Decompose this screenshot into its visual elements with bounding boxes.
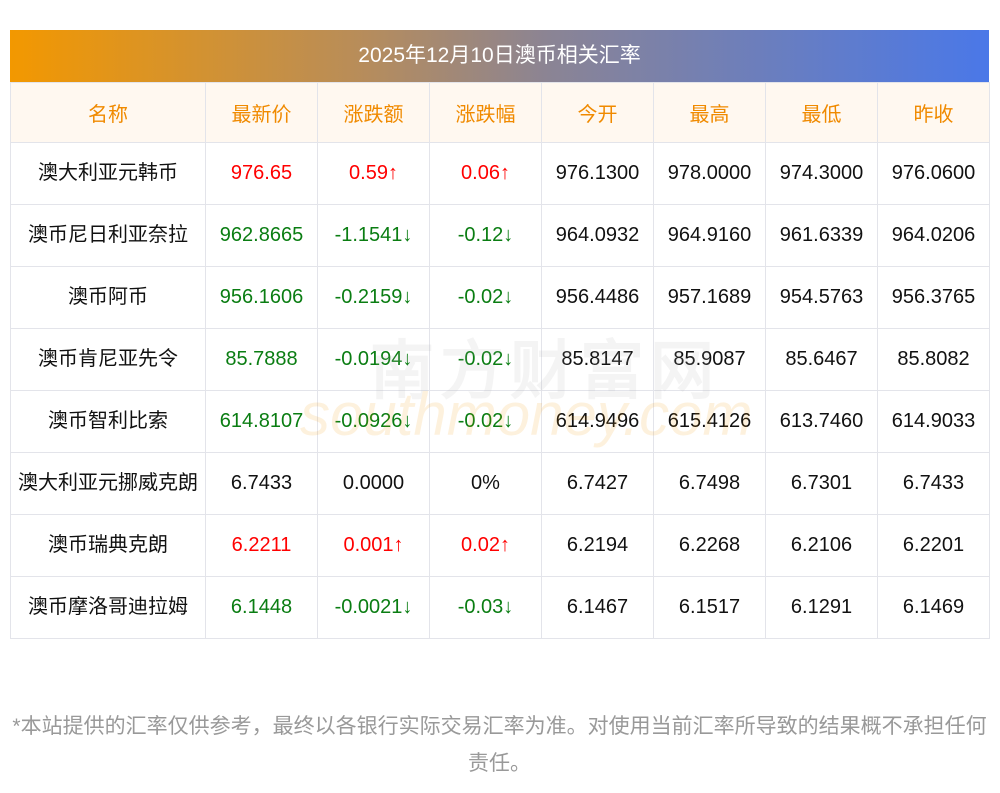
change-amount: -0.0021↓ <box>317 576 430 639</box>
low-price: 85.6467 <box>765 328 878 391</box>
prev-close: 6.2201 <box>877 514 990 577</box>
table-row: 澳币摩洛哥迪拉姆 6.1448 -0.0021↓ -0.03↓ 6.1467 6.1517… <box>10 576 990 639</box>
change-percent: 0.02↑ <box>429 514 542 577</box>
low-price: 613.7460 <box>765 390 878 453</box>
table-row: 澳币阿币 956.1606 -0.2159↓ -0.02↓ 956.4486 957.16… <box>10 266 990 329</box>
open-price: 6.7427 <box>541 452 654 515</box>
table-row: 澳大利亚元韩币 976.65 0.59↑ 0.06↑ 976.1300 978.0000 9… <box>10 142 990 205</box>
latest-price: 962.8665 <box>205 204 318 267</box>
table-row: 澳币肯尼亚先令 85.7888 -0.0194↓ -0.02↓ 85.8147 85.90… <box>10 328 990 391</box>
change-amount: -0.0194↓ <box>317 328 430 391</box>
high-price: 964.9160 <box>653 204 766 267</box>
table-header-row: 名称 最新价 涨跌额 涨跌幅 今开 最高 最低 昨收 <box>10 82 990 143</box>
currency-pair-name: 澳大利亚元挪威克朗 <box>10 452 206 515</box>
high-price: 6.1517 <box>653 576 766 639</box>
change-amount: -0.2159↓ <box>317 266 430 329</box>
header-prev-close: 昨收 <box>877 82 990 143</box>
prev-close: 964.0206 <box>877 204 990 267</box>
prev-close: 85.8082 <box>877 328 990 391</box>
change-percent: 0.06↑ <box>429 142 542 205</box>
latest-price: 956.1606 <box>205 266 318 329</box>
page-title: 2025年12月10日澳币相关汇率 <box>10 30 989 82</box>
header-high: 最高 <box>653 82 766 143</box>
prev-close: 976.0600 <box>877 142 990 205</box>
high-price: 957.1689 <box>653 266 766 329</box>
table-row: 澳币智利比索 614.8107 -0.0926↓ -0.02↓ 614.9496 615.… <box>10 390 990 453</box>
header-change-pct: 涨跌幅 <box>429 82 542 143</box>
change-percent: -0.02↓ <box>429 266 542 329</box>
change-percent: -0.12↓ <box>429 204 542 267</box>
currency-pair-name: 澳币肯尼亚先令 <box>10 328 206 391</box>
latest-price: 614.8107 <box>205 390 318 453</box>
open-price: 85.8147 <box>541 328 654 391</box>
high-price: 6.2268 <box>653 514 766 577</box>
table-row: 澳币瑞典克朗 6.2211 0.001↑ 0.02↑ 6.2194 6.2268 6.210… <box>10 514 990 577</box>
low-price: 954.5763 <box>765 266 878 329</box>
table-row: 澳大利亚元挪威克朗 6.7433 0.0000 0% 6.7427 6.7498 6.730… <box>10 452 990 515</box>
disclaimer-note: *本站提供的汇率仅供参考，最终以各银行实际交易汇率为准。对使用当前汇率所导致的结… <box>12 715 987 775</box>
change-amount: -0.0926↓ <box>317 390 430 453</box>
open-price: 964.0932 <box>541 204 654 267</box>
currency-pair-name: 澳币智利比索 <box>10 390 206 453</box>
change-amount: 0.001↑ <box>317 514 430 577</box>
change-percent: -0.02↓ <box>429 328 542 391</box>
low-price: 6.1291 <box>765 576 878 639</box>
prev-close: 6.7433 <box>877 452 990 515</box>
low-price: 6.7301 <box>765 452 878 515</box>
open-price: 976.1300 <box>541 142 654 205</box>
currency-pair-name: 澳币摩洛哥迪拉姆 <box>10 576 206 639</box>
latest-price: 85.7888 <box>205 328 318 391</box>
change-amount: -1.1541↓ <box>317 204 430 267</box>
header-open: 今开 <box>541 82 654 143</box>
header-change: 涨跌额 <box>317 82 430 143</box>
prev-close: 6.1469 <box>877 576 990 639</box>
low-price: 6.2106 <box>765 514 878 577</box>
open-price: 956.4486 <box>541 266 654 329</box>
currency-pair-name: 澳币瑞典克朗 <box>10 514 206 577</box>
change-amount: 0.0000 <box>317 452 430 515</box>
change-amount: 0.59↑ <box>317 142 430 205</box>
high-price: 978.0000 <box>653 142 766 205</box>
currency-pair-name: 澳大利亚元韩币 <box>10 142 206 205</box>
currency-pair-name: 澳币尼日利亚奈拉 <box>10 204 206 267</box>
latest-price: 6.7433 <box>205 452 318 515</box>
latest-price: 976.65 <box>205 142 318 205</box>
high-price: 6.7498 <box>653 452 766 515</box>
header-name: 名称 <box>10 82 206 143</box>
open-price: 614.9496 <box>541 390 654 453</box>
change-percent: -0.03↓ <box>429 576 542 639</box>
exchange-rate-table: 名称 最新价 涨跌额 涨跌幅 今开 最高 最低 昨收 澳大利亚元韩币 976.65… <box>10 82 990 639</box>
change-percent: -0.02↓ <box>429 390 542 453</box>
prev-close: 614.9033 <box>877 390 990 453</box>
latest-price: 6.2211 <box>205 514 318 577</box>
table-row: 澳币尼日利亚奈拉 962.8665 -1.1541↓ -0.12↓ 964.0932 96… <box>10 204 990 267</box>
header-low: 最低 <box>765 82 878 143</box>
low-price: 974.3000 <box>765 142 878 205</box>
prev-close: 956.3765 <box>877 266 990 329</box>
latest-price: 6.1448 <box>205 576 318 639</box>
change-percent: 0% <box>429 452 542 515</box>
header-latest: 最新价 <box>205 82 318 143</box>
currency-pair-name: 澳币阿币 <box>10 266 206 329</box>
open-price: 6.1467 <box>541 576 654 639</box>
low-price: 961.6339 <box>765 204 878 267</box>
high-price: 85.9087 <box>653 328 766 391</box>
open-price: 6.2194 <box>541 514 654 577</box>
high-price: 615.4126 <box>653 390 766 453</box>
